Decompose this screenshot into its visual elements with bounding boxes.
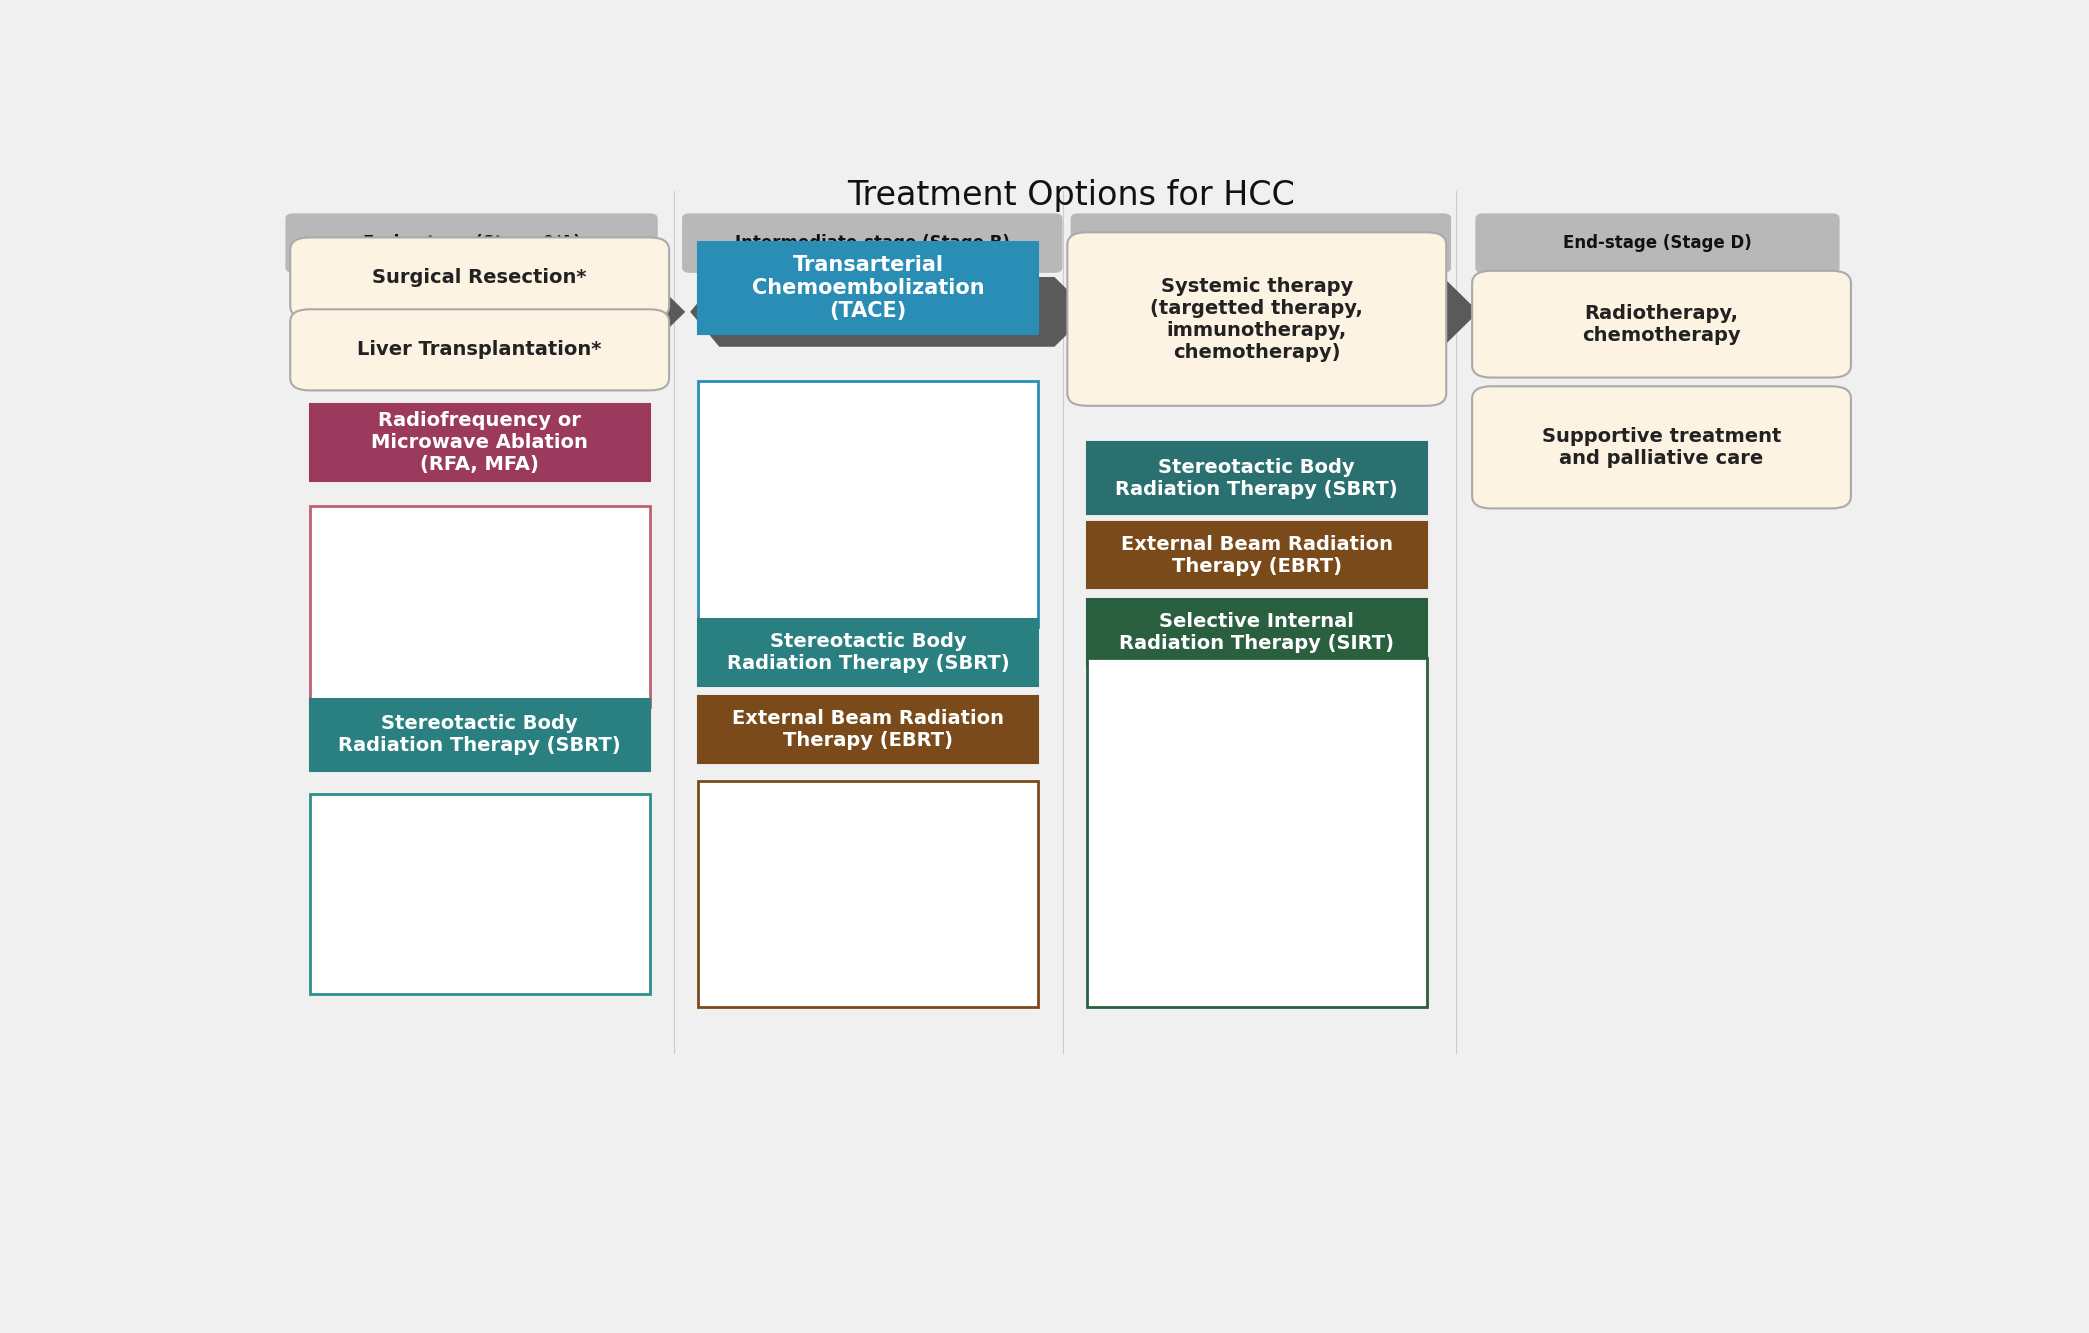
Text: Intermediate-stage (Stage B): Intermediate-stage (Stage B) — [735, 235, 1009, 252]
FancyBboxPatch shape — [1473, 387, 1851, 508]
Text: End-stage (Stage D): End-stage (Stage D) — [1563, 235, 1753, 252]
Text: External Beam Radiation
Therapy (EBRT): External Beam Radiation Therapy (EBRT) — [1122, 535, 1393, 576]
FancyBboxPatch shape — [1475, 213, 1840, 273]
Text: Transarterial
Chemoembolization
(TACE): Transarterial Chemoembolization (TACE) — [752, 255, 984, 321]
FancyBboxPatch shape — [1086, 599, 1427, 665]
Text: Stereotactic Body
Radiation Therapy (SBRT): Stereotactic Body Radiation Therapy (SBR… — [1116, 457, 1398, 499]
FancyBboxPatch shape — [290, 309, 668, 391]
Text: Surgical Resection*: Surgical Resection* — [372, 268, 587, 288]
FancyBboxPatch shape — [1473, 271, 1851, 377]
FancyBboxPatch shape — [1086, 521, 1427, 588]
Text: Liver Transplantation*: Liver Transplantation* — [357, 340, 602, 360]
FancyBboxPatch shape — [698, 696, 1038, 762]
FancyBboxPatch shape — [1067, 232, 1446, 405]
FancyBboxPatch shape — [286, 213, 658, 273]
FancyBboxPatch shape — [698, 243, 1038, 335]
FancyBboxPatch shape — [698, 381, 1038, 627]
Polygon shape — [1078, 277, 1479, 347]
FancyBboxPatch shape — [309, 404, 650, 481]
Text: Selective Internal
Radiation Therapy (SIRT): Selective Internal Radiation Therapy (SI… — [1120, 612, 1393, 653]
Text: External Beam Radiation
Therapy (EBRT): External Beam Radiation Therapy (EBRT) — [733, 709, 1005, 750]
FancyBboxPatch shape — [290, 237, 668, 319]
Text: Systemic therapy
(targetted therapy,
immunotherapy,
chemotherapy): Systemic therapy (targetted therapy, imm… — [1151, 276, 1364, 361]
Polygon shape — [292, 277, 685, 347]
Text: Supportive treatment
and palliative care: Supportive treatment and palliative care — [1542, 427, 1782, 468]
FancyBboxPatch shape — [309, 793, 650, 994]
FancyBboxPatch shape — [698, 620, 1038, 686]
Polygon shape — [1483, 277, 1832, 347]
FancyBboxPatch shape — [1086, 443, 1427, 515]
Text: Treatment Options for HCC: Treatment Options for HCC — [846, 180, 1295, 212]
FancyBboxPatch shape — [309, 698, 650, 770]
FancyBboxPatch shape — [1086, 657, 1427, 1006]
FancyBboxPatch shape — [698, 781, 1038, 1006]
Polygon shape — [689, 277, 1090, 347]
Text: Stereotactic Body
Radiation Therapy (SBRT): Stereotactic Body Radiation Therapy (SBR… — [727, 632, 1009, 673]
FancyBboxPatch shape — [683, 213, 1063, 273]
Text: Early-stage (Stage 0/A): Early-stage (Stage 0/A) — [363, 235, 581, 252]
FancyBboxPatch shape — [309, 507, 650, 706]
Text: Radiotherapy,
chemotherapy: Radiotherapy, chemotherapy — [1581, 304, 1740, 345]
FancyBboxPatch shape — [1072, 213, 1452, 273]
Text: Stereotactic Body
Radiation Therapy (SBRT): Stereotactic Body Radiation Therapy (SBR… — [338, 714, 620, 756]
Text: Radiofrequency or
Microwave Ablation
(RFA, MFA): Radiofrequency or Microwave Ablation (RF… — [372, 411, 589, 473]
Text: Advanced-stage (Stage C): Advanced-stage (Stage C) — [1139, 235, 1383, 252]
